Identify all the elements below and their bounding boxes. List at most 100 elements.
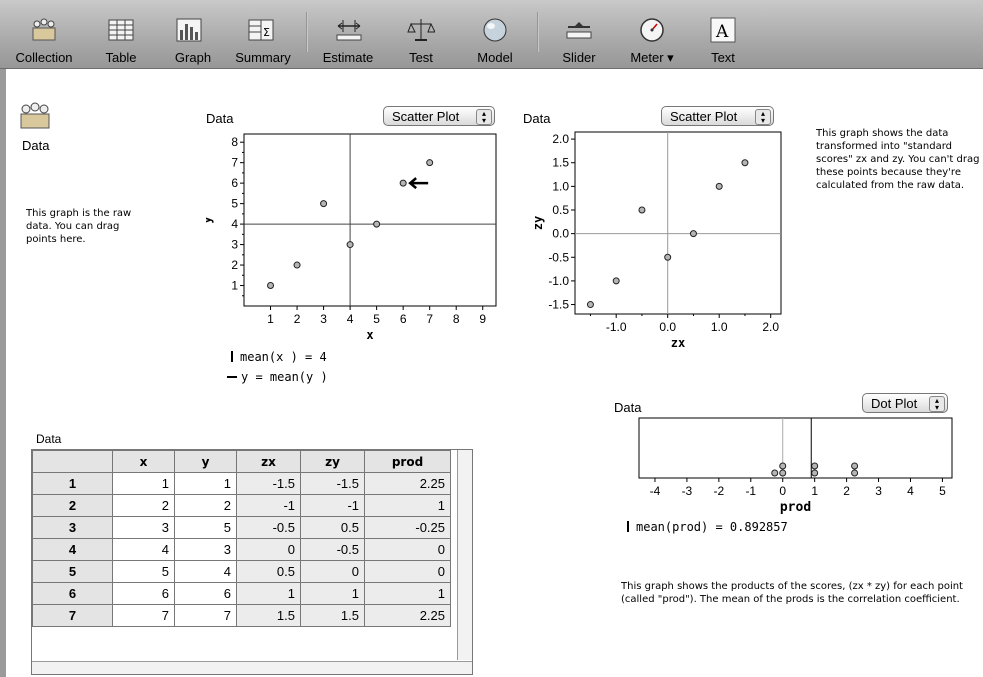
data-point xyxy=(689,230,697,238)
column-header-y[interactable]: y xyxy=(174,450,237,473)
mean-line-icon xyxy=(231,351,233,362)
graph2-plot-type-label: Scatter Plot xyxy=(670,109,738,124)
table-row[interactable]: 5 5 4 0.5 0 0 xyxy=(32,560,451,583)
plot-area xyxy=(638,417,953,479)
table-icon xyxy=(108,19,134,41)
toolbar: Collection Table Graph Σ Summary E xyxy=(0,0,983,69)
table-cell-x[interactable]: 7 xyxy=(112,604,175,627)
table-cell-y[interactable]: 1 xyxy=(174,472,237,495)
table-cell-prod: 2.25 xyxy=(364,472,451,495)
row-number: 3 xyxy=(32,516,113,539)
data-point xyxy=(771,469,779,477)
popup-arrows-icon: ▴ ▾ xyxy=(476,109,492,125)
table-cell-zx: 0.5 xyxy=(236,560,301,583)
toolbar-separator xyxy=(537,12,539,52)
row-number: 4 xyxy=(32,538,113,561)
data-table[interactable]: x y zx zy prod 1 1 1 -1.5 -1.5 2.25 2 2 2 -1 -1 1 3 3… xyxy=(32,450,451,627)
table-cell-x[interactable]: 6 xyxy=(112,582,175,605)
table-cell-x[interactable]: 4 xyxy=(112,538,175,561)
graph3-plot-type-menu[interactable]: Dot Plot ▴ ▾ xyxy=(862,393,948,413)
data-point xyxy=(293,261,301,269)
x-tick-label: -4 xyxy=(650,484,661,498)
data-point xyxy=(715,182,723,190)
y-tick-label: 4 xyxy=(231,217,238,231)
toolbar-table-button[interactable]: Table xyxy=(95,0,155,68)
x-tick-label: 6 xyxy=(400,312,407,326)
x-tick-label: 1.0 xyxy=(711,320,728,334)
column-header-prod[interactable]: prod xyxy=(364,450,451,473)
data-point xyxy=(664,253,672,261)
table-row[interactable]: 4 4 3 0 -0.5 0 xyxy=(32,538,451,561)
table-corner-header xyxy=(32,450,113,473)
table-row[interactable]: 7 7 7 1.5 1.5 2.25 xyxy=(32,604,451,627)
graph3-dot-plot: -4 -3 -2 -1 0 1 2 3 4 5 prod xyxy=(638,417,953,515)
column-header-zx[interactable]: zx xyxy=(236,450,301,473)
toolbar-slider-button[interactable]: Slider xyxy=(550,0,610,68)
toolbar-meter-button[interactable]: Meter ▾ xyxy=(620,0,680,68)
table-horizontal-scrollbar[interactable] xyxy=(32,661,472,674)
toolbar-graph-button[interactable]: Graph xyxy=(165,0,215,68)
table-cell-y[interactable]: 7 xyxy=(174,604,237,627)
toolbar-test-button[interactable]: Test xyxy=(395,0,445,68)
table-cell-x[interactable]: 2 xyxy=(112,494,175,517)
x-tick-label: -3 xyxy=(682,484,693,498)
table-header-row: x y zx zy prod xyxy=(32,450,451,473)
table-cell-x[interactable]: 1 xyxy=(112,472,175,495)
table-cell-y[interactable]: 6 xyxy=(174,582,237,605)
graph2-plot-type-menu[interactable]: Scatter Plot ▴ ▾ xyxy=(661,106,774,126)
table-cell-x[interactable]: 3 xyxy=(112,516,175,539)
data-point xyxy=(741,159,749,167)
table-cell-prod: 0 xyxy=(364,538,451,561)
graph1-plot-type-label: Scatter Plot xyxy=(392,109,460,124)
y-axis-label: zy xyxy=(531,216,545,230)
graph1-legend-mean-y: y = mean(y ) xyxy=(227,370,328,384)
popup-arrows-icon: ▴ ▾ xyxy=(755,109,771,125)
canvas-left-edge xyxy=(0,69,6,677)
toolbar-estimate-button[interactable]: Estimate xyxy=(315,0,385,68)
graph-icon xyxy=(176,18,202,42)
toolbar-summary-button[interactable]: Σ Summary xyxy=(230,0,300,68)
column-header-x[interactable]: x xyxy=(112,450,175,473)
graph1-plot-type-menu[interactable]: Scatter Plot ▴ ▾ xyxy=(383,106,495,126)
graph1-scatter-plot[interactable]: 1 2 3 4 5 6 7 8 9 1 2 3 4 5 6 7 8 x y xyxy=(206,126,498,352)
table-cell-zx: -0.5 xyxy=(236,516,301,539)
toolbar-text-button[interactable]: A Text xyxy=(700,0,750,68)
x-tick-label: 0 xyxy=(779,484,786,498)
collection-icon[interactable] xyxy=(17,101,53,131)
toolbar-label: Test xyxy=(409,50,433,65)
table-cell-zy: -0.5 xyxy=(300,538,365,561)
table-cell-zy: 0.5 xyxy=(300,516,365,539)
row-number: 2 xyxy=(32,494,113,517)
data-point xyxy=(320,200,328,208)
table-cell-x[interactable]: 5 xyxy=(112,560,175,583)
note-raw-data: This graph is the raw data. You can drag… xyxy=(26,208,132,245)
graph2-scatter-plot: -1.0 0.0 1.0 2.0 -1.5 -1.0 -0.5 0.0 0.5 1.0 1.5 2.0… xyxy=(531,131,782,348)
estimate-icon xyxy=(336,20,362,41)
y-tick-label: 7 xyxy=(231,156,238,170)
y-tick-label: 3 xyxy=(231,238,238,252)
table-title: Data xyxy=(36,432,62,446)
toolbar-model-button[interactable]: Model xyxy=(465,0,525,68)
y-axis-label: y xyxy=(206,216,214,223)
svg-text:A: A xyxy=(715,22,729,42)
table-cell-y[interactable]: 5 xyxy=(174,516,237,539)
x-tick-label: 2.0 xyxy=(762,320,779,334)
table-cell-y[interactable]: 2 xyxy=(174,494,237,517)
table-cell-prod: 1 xyxy=(364,582,451,605)
table-row[interactable]: 1 1 1 -1.5 -1.5 2.25 xyxy=(32,472,451,495)
table-cell-y[interactable]: 4 xyxy=(174,560,237,583)
table-cell-y[interactable]: 3 xyxy=(174,538,237,561)
table-vertical-scrollbar[interactable] xyxy=(457,450,472,660)
plot-area xyxy=(574,131,782,315)
table-row[interactable]: 3 3 5 -0.5 0.5 -0.25 xyxy=(32,516,451,539)
column-header-zy[interactable]: zy xyxy=(300,450,365,473)
data-point xyxy=(851,462,859,470)
note-products: This graph shows the products of the sco… xyxy=(621,581,963,605)
x-tick-label: 1 xyxy=(811,484,818,498)
table-row[interactable]: 2 2 2 -1 -1 1 xyxy=(32,494,451,517)
data-point xyxy=(811,469,819,477)
toolbar-collection-button[interactable]: Collection xyxy=(0,0,90,68)
row-number: 1 xyxy=(32,472,113,495)
note-standard-scores: This graph shows the data transformed in… xyxy=(816,128,980,191)
